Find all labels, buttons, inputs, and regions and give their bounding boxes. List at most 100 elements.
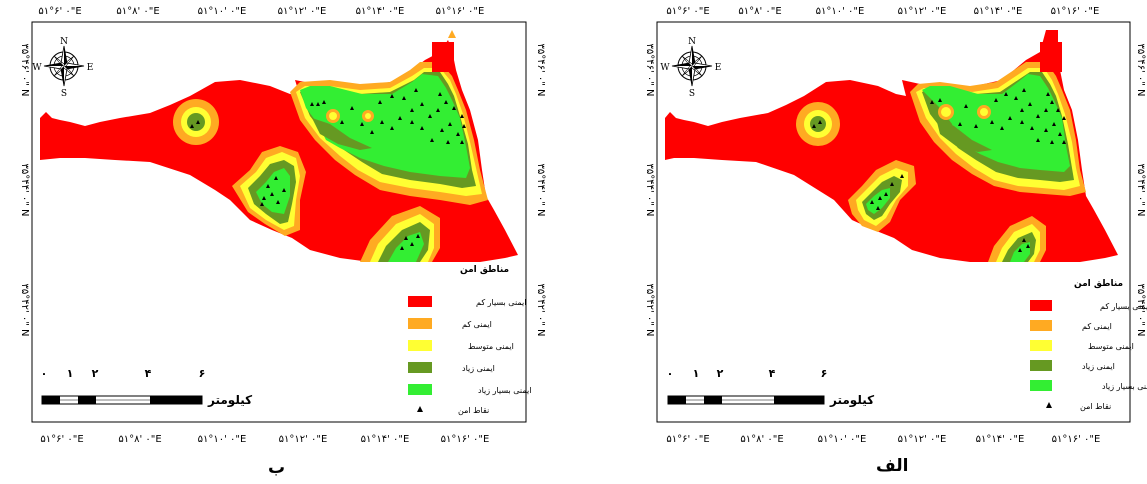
zone-medium — [941, 107, 951, 117]
top-tick: ۵۱°۱۰' ۰"E — [816, 6, 865, 17]
top-tick: ۵۱°۱۴' ۰"E — [974, 6, 1023, 17]
bottom-tick: ۵۱°۸' ۰"E — [118, 434, 161, 445]
legend-swatch — [408, 384, 432, 395]
legend-label: ایمنی کم — [462, 320, 492, 329]
legend-label: ایمنی بسیار زیاد — [1102, 382, 1147, 391]
legend-label: ایمنی بسیار کم — [476, 298, 526, 307]
north-arrow-icon: N S E W — [32, 37, 93, 99]
zone-medium — [980, 108, 988, 116]
right-tick: ۳۵°۴۴' ۰" N — [535, 163, 546, 216]
scale-unit: کیلومتر — [829, 393, 874, 408]
legend-swatch — [1030, 300, 1052, 311]
top-tick: ۵۱°۶' ۰"E — [38, 6, 81, 17]
bottom-tick: ۵۱°۱۲' ۰"E — [279, 434, 328, 445]
safety-zones — [665, 30, 1118, 262]
compass-w: W — [660, 63, 670, 73]
zone-very-high — [388, 232, 424, 262]
bottom-tick-labels: ۵۱°۶' ۰"E ۵۱°۸' ۰"E ۵۱°۱۰' ۰"E ۵۱°۱۲' ۰"… — [40, 434, 489, 445]
left-tick: ۳۵°۴۴' ۰" N — [644, 163, 655, 216]
legend-swatch — [408, 362, 432, 373]
safe-point-icon — [1046, 402, 1052, 408]
map-panel-b: ۵۱°۶' ۰"E ۵۱°۸' ۰"E ۵۱°۱۰' ۰"E ۵۱°۱۲' ۰"… — [0, 0, 560, 484]
legend: مناطق امن ایمنی بسیار کم ایمنی کم ایمنی … — [408, 265, 531, 415]
compass-s: S — [61, 89, 67, 99]
left-tick-labels: ۳۵°۴۶' ۰" N ۳۵°۴۴' ۰" N ۳۵°۴۲' ۰" N — [19, 43, 30, 336]
legend-swatch — [1030, 320, 1052, 331]
legend-swatch — [1030, 380, 1052, 391]
legend-label: ایمنی زیاد — [1082, 362, 1115, 371]
bottom-tick: ۵۱°۱۶' ۰"E — [441, 434, 490, 445]
scale-number: ۲ — [717, 367, 724, 380]
scale-bar: ۰ ۱ ۲ ۴ ۶ کیلومتر — [667, 367, 874, 408]
left-tick: ۳۵°۴۶' ۰" N — [644, 43, 655, 96]
left-tick: ۳۵°۴۲' ۰" N — [19, 283, 30, 336]
zone-very-high — [922, 74, 1070, 172]
scale-number: ۶ — [199, 367, 206, 380]
legend-label: ایمنی بسیار زیاد — [478, 386, 531, 395]
legend-swatch — [1030, 360, 1052, 371]
zone-low — [448, 30, 456, 38]
zone-very-high — [300, 74, 470, 178]
zone-high — [312, 118, 372, 150]
scale-number: ۶ — [821, 367, 828, 380]
legend-label: ایمنی متوسط — [468, 342, 514, 351]
legend-label: نقاط امن — [1080, 402, 1111, 411]
zone-very-low — [1040, 42, 1062, 72]
map-b-svg: ۵۱°۶' ۰"E ۵۱°۸' ۰"E ۵۱°۱۰' ۰"E ۵۱°۱۲' ۰"… — [19, 6, 546, 445]
compass-e: E — [87, 63, 94, 73]
top-tick: ۵۱°۱۶' ۰"E — [1051, 6, 1100, 17]
legend: مناطق امن ایمنی بسیار کم ایمنی کم ایمنی … — [1030, 279, 1147, 411]
legend-swatch — [408, 340, 432, 351]
panel-caption: الف — [876, 456, 909, 476]
legend-swatch — [408, 296, 432, 307]
top-tick: ۵۱°۱۰' ۰"E — [198, 6, 247, 17]
top-tick-labels: ۵۱°۶' ۰"E ۵۱°۸' ۰"E ۵۱°۱۰' ۰"E ۵۱°۱۲' ۰"… — [38, 6, 484, 17]
zone-medium — [329, 112, 337, 120]
zone-very-low — [432, 42, 454, 72]
bottom-tick: ۵۱°۱۴' ۰"E — [361, 434, 410, 445]
zone-high — [187, 113, 205, 131]
right-tick: ۳۵°۴۶' ۰" N — [1135, 43, 1146, 96]
top-tick: ۵۱°۱۲' ۰"E — [898, 6, 947, 17]
scale-unit: کیلومتر — [207, 393, 252, 408]
scale-number: ۰ — [667, 367, 674, 380]
scale-number: ۴ — [769, 367, 776, 380]
top-tick: ۵۱°۸' ۰"E — [738, 6, 781, 17]
legend-label: نقاط امن — [458, 406, 489, 415]
bottom-tick: ۵۱°۶' ۰"E — [40, 434, 83, 445]
scale-number: ۴ — [145, 367, 152, 380]
panel-caption: ب — [268, 458, 286, 478]
scale-number: ۰ — [41, 367, 48, 380]
top-tick: ۵۱°۶' ۰"E — [666, 6, 709, 17]
bottom-tick: ۵۱°۸' ۰"E — [740, 434, 783, 445]
legend-label: ایمنی متوسط — [1088, 342, 1134, 351]
scale-number: ۲ — [92, 367, 99, 380]
map-frame — [31, 21, 527, 423]
legend-label: ایمنی زیاد — [462, 364, 495, 373]
top-tick: ۵۱°۸' ۰"E — [116, 6, 159, 17]
safe-points — [812, 88, 1066, 252]
right-tick: ۳۵°۴۲' ۰" N — [1135, 283, 1146, 336]
right-tick: ۳۵°۴۴' ۰" N — [1135, 163, 1146, 216]
right-tick-labels: ۳۵°۴۶' ۰" N ۳۵°۴۴' ۰" N ۳۵°۴۲' ۰" N — [1135, 43, 1146, 336]
map-alef-svg: ۵۱°۶' ۰"E ۵۱°۸' ۰"E ۵۱°۱۰' ۰"E ۵۱°۱۲' ۰"… — [644, 6, 1147, 445]
legend-title: مناطق امن — [1074, 279, 1123, 289]
bottom-tick: ۵۱°۶' ۰"E — [666, 434, 709, 445]
top-tick: ۵۱°۱۲' ۰"E — [278, 6, 327, 17]
bottom-tick-labels: ۵۱°۶' ۰"E ۵۱°۸' ۰"E ۵۱°۱۰' ۰"E ۵۱°۱۲' ۰"… — [666, 434, 1100, 445]
compass-e: E — [715, 63, 722, 73]
right-tick: ۳۵°۴۲' ۰" N — [535, 283, 546, 336]
legend-label: ایمنی بسیار کم — [1100, 302, 1147, 311]
top-tick: ۵۱°۱۶' ۰"E — [436, 6, 485, 17]
bottom-tick: ۵۱°۱۶' ۰"E — [1052, 434, 1101, 445]
scale-number: ۱ — [693, 367, 700, 380]
right-tick: ۳۵°۴۶' ۰" N — [535, 43, 546, 96]
left-tick-labels: ۳۵°۴۶' ۰" N ۳۵°۴۴' ۰" N ۳۵°۴۲' ۰" N — [644, 43, 655, 336]
legend-swatch — [408, 318, 432, 329]
zone-very-high — [866, 188, 890, 214]
left-tick: ۳۵°۴۶' ۰" N — [19, 43, 30, 96]
right-tick-labels: ۳۵°۴۶' ۰" N ۳۵°۴۴' ۰" N ۳۵°۴۲' ۰" N — [535, 43, 546, 336]
zone-very-high — [256, 168, 290, 214]
zone-high — [936, 118, 992, 152]
scale-bar: ۰ ۱ ۲ ۴ ۶ کیلومتر — [41, 367, 252, 408]
